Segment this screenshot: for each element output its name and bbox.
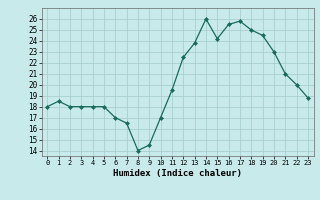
X-axis label: Humidex (Indice chaleur): Humidex (Indice chaleur) <box>113 169 242 178</box>
